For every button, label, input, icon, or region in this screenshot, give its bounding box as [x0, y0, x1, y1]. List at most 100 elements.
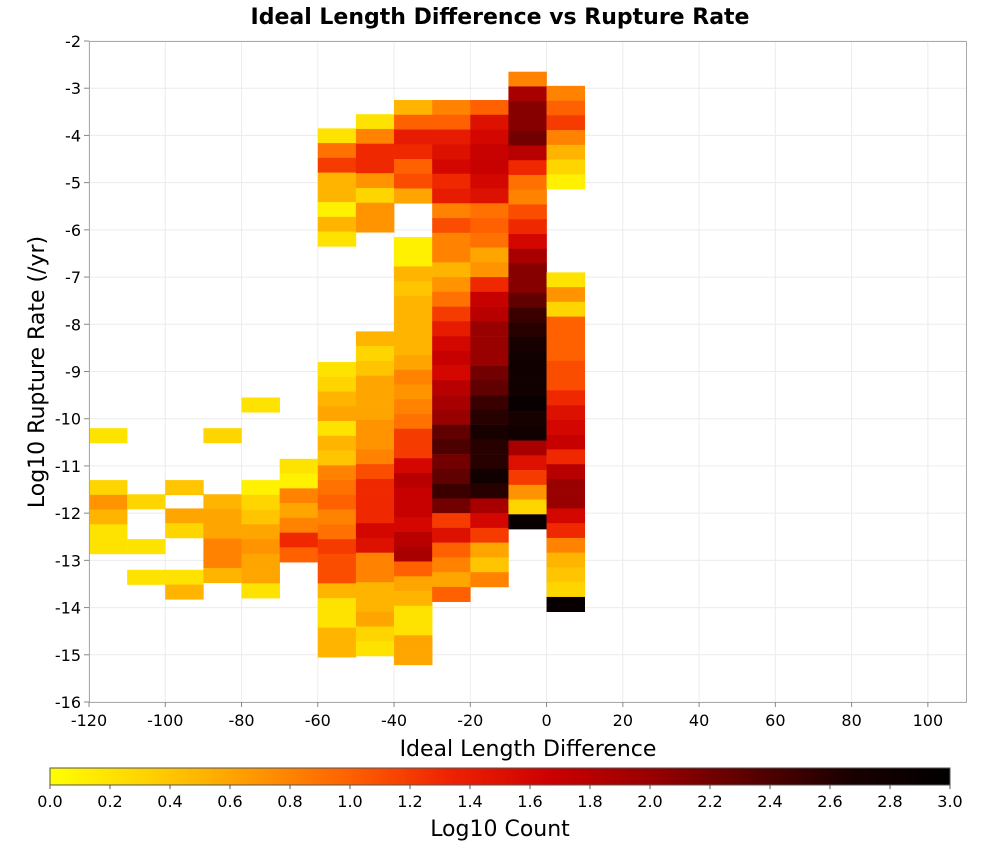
- heatmap-cell: [317, 450, 357, 466]
- heatmap-cell: [470, 232, 509, 248]
- heatmap-cell: [355, 114, 395, 130]
- heatmap-cell: [546, 375, 585, 391]
- heatmap-cell: [279, 517, 319, 533]
- heatmap-cell: [127, 569, 166, 585]
- heatmap-cell: [546, 508, 585, 524]
- heatmap-cell: [546, 100, 585, 116]
- x-tick-label: 80: [841, 711, 861, 730]
- colorbar-tick-label: 0.8: [277, 792, 302, 811]
- heatmap-cell: [355, 217, 395, 233]
- heatmap-cell: [394, 532, 433, 548]
- heatmap-cell: [508, 174, 547, 191]
- heatmap-cell: [317, 143, 357, 159]
- heatmap-cell: [317, 465, 357, 481]
- heatmap-cell: [317, 435, 357, 451]
- chart-title: Ideal Length Difference vs Rupture Rate: [251, 5, 750, 30]
- heatmap-cell: [394, 399, 433, 415]
- colorbar-label: Log10 Count: [430, 817, 570, 842]
- heatmap-cell: [546, 360, 585, 376]
- heatmap-cell: [241, 480, 280, 496]
- heatmap-cell: [127, 494, 166, 510]
- heatmap-cell: [432, 129, 471, 145]
- heatmap-cell: [508, 263, 547, 279]
- heatmap-cell: [432, 100, 471, 116]
- heatmap-cell: [355, 626, 395, 642]
- heatmap-cell: [546, 301, 585, 317]
- heatmap-cell: [394, 443, 433, 459]
- heatmap-cell: [432, 557, 471, 573]
- heatmap-cell: [394, 325, 433, 341]
- heatmap-cell: [470, 513, 509, 529]
- heatmap-cell: [127, 539, 166, 555]
- heatmap-cell: [317, 202, 357, 218]
- colorbar-ticks: 0.0 0.2 0.4 0.6 0.8 1.0 1.2 1.4 1.6 1.8 2.0 2.2 2.4 2…: [37, 785, 963, 811]
- heatmap-cell: [355, 523, 395, 539]
- heatmap-cell: [394, 295, 433, 312]
- heatmap-cell: [394, 650, 433, 666]
- colorbar-tick-label: 1.0: [337, 792, 362, 811]
- x-tick-label: 20: [613, 711, 633, 730]
- heatmap-cell: [508, 307, 547, 323]
- x-tick-label: 60: [765, 711, 785, 730]
- heatmap-cell: [394, 428, 433, 444]
- heatmap-cell: [355, 582, 395, 598]
- heatmap-cell: [508, 71, 547, 87]
- heatmap-cell: [508, 101, 547, 117]
- y-tick-label: -8: [65, 315, 81, 334]
- heatmap-cell: [470, 380, 509, 396]
- y-tick-label: -13: [55, 551, 81, 570]
- heatmap-cell: [394, 546, 433, 562]
- heatmap-cell: [508, 278, 547, 294]
- colorbar-tick-label: 1.2: [397, 792, 422, 811]
- y-tick-label: -2: [65, 32, 81, 51]
- x-tick-label: -20: [457, 711, 483, 730]
- heatmap-cell: [355, 611, 395, 627]
- x-axis-ticks: -120 -100 -80 -60 -40 -20 0 20 40 60 80 100: [71, 702, 943, 730]
- heatmap-cell: [470, 498, 509, 514]
- heatmap-cell: [394, 266, 433, 282]
- heatmap-cell: [546, 537, 585, 553]
- heatmap-cell: [317, 187, 357, 203]
- x-tick-label: 0: [541, 711, 551, 730]
- heatmap-cell: [432, 542, 471, 558]
- colorbar-tick-label: 2.6: [817, 792, 842, 811]
- heatmap-cell: [317, 391, 357, 407]
- heatmap-cell: [203, 523, 242, 539]
- heatmap-cell: [546, 316, 585, 332]
- heatmap-cell: [432, 572, 471, 588]
- heatmap-cell: [279, 503, 319, 519]
- heatmap-cell: [317, 627, 357, 643]
- heatmap-cell: [355, 449, 395, 465]
- colorbar-tick-label: 0.0: [37, 792, 62, 811]
- heatmap-cell: [317, 376, 357, 392]
- heatmap-cell: [508, 204, 547, 220]
- heatmap-cell: [355, 158, 395, 174]
- heatmap-cell: [546, 85, 585, 101]
- heatmap-cell: [432, 306, 471, 322]
- heatmap-cell: [546, 130, 585, 146]
- heatmap-cell: [317, 216, 357, 232]
- heatmap-cell: [355, 537, 395, 553]
- heatmap-cell: [394, 384, 433, 400]
- heatmap-cell: [394, 340, 433, 356]
- heatmap-cell: [470, 557, 509, 573]
- heatmap-cell: [470, 350, 509, 366]
- heatmap-cell: [355, 405, 395, 421]
- heatmap-cell: [203, 568, 242, 584]
- y-tick-label: -4: [65, 126, 81, 145]
- heatmap-cell: [241, 524, 280, 540]
- heatmap-cell: [394, 281, 433, 297]
- heatmap-cell: [203, 428, 242, 444]
- heatmap-cell: [508, 115, 547, 131]
- heatmap-cell: [241, 397, 280, 413]
- heatmap-cell: [508, 499, 547, 515]
- heatmap-cell: [394, 251, 433, 267]
- heatmap-cell: [470, 188, 509, 204]
- heatmap-cell: [317, 421, 357, 437]
- heatmap-cell: [317, 172, 357, 188]
- heatmap-cell: [355, 419, 395, 435]
- heatmap-cell: [394, 458, 433, 474]
- heatmap-cell: [432, 586, 471, 602]
- heatmap-cell: [508, 514, 547, 530]
- heatmap-cell: [394, 517, 433, 533]
